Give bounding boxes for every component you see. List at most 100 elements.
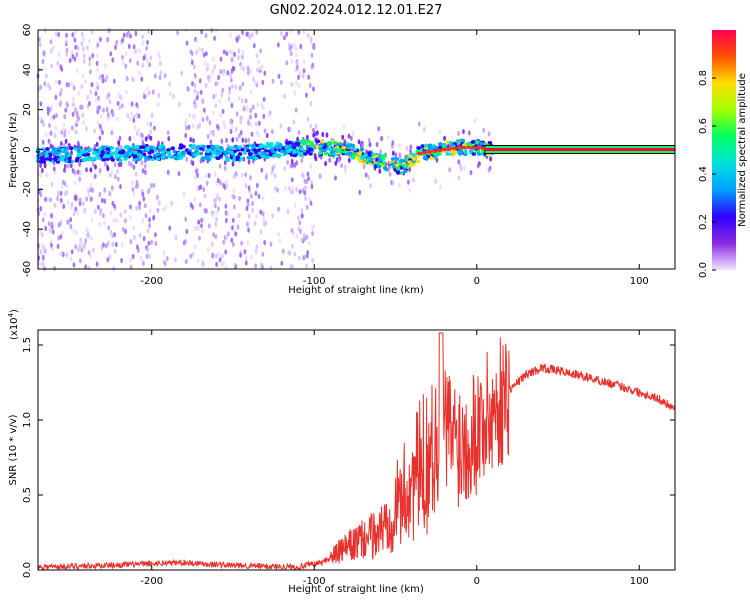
spectrogram-peak-cell	[466, 145, 472, 150]
spectrogram-cell	[312, 86, 315, 92]
spectrogram-cell	[434, 178, 437, 184]
spectrogram-cell	[136, 244, 139, 250]
spectrogram-y-tick-label: -60	[22, 261, 33, 277]
spectrogram-cell	[237, 48, 241, 54]
spectrogram-cell	[38, 41, 42, 48]
spectrogram-cell	[241, 49, 245, 55]
spectrogram-cell	[191, 114, 195, 120]
spectrogram-cell	[75, 229, 79, 236]
spectrogram-cell	[65, 51, 69, 57]
spectrogram-cell	[199, 89, 203, 95]
spectrogram-ridge-cell	[355, 156, 361, 160]
spectrogram-cell	[241, 137, 245, 143]
spectrogram-cell	[457, 159, 461, 165]
spectrogram-ridge-cell	[371, 152, 376, 157]
spectrogram-ridge-cell	[257, 151, 262, 156]
spectrogram-cell	[217, 74, 221, 81]
spectrogram-ridge-cell	[158, 145, 163, 149]
spectrogram-cell	[59, 141, 63, 147]
spectrogram-peak-cell	[441, 147, 447, 152]
spectrogram-cell	[148, 253, 151, 260]
spectrogram-cell	[241, 29, 244, 35]
spectrogram-ridge-cell	[145, 157, 151, 161]
snr-x-axis-title: Height of straight line (km)	[288, 584, 424, 595]
spectrogram-cell	[40, 167, 44, 174]
spectrogram-ridge-cell	[414, 154, 420, 159]
spectrogram-cell	[274, 186, 277, 192]
spectrogram-cell	[135, 112, 139, 118]
spectrogram-cell	[77, 247, 80, 253]
spectrogram-cell	[263, 240, 267, 246]
spectrogram-cell	[147, 134, 151, 140]
spectrogram-ridge-cell	[305, 144, 310, 149]
spectrogram-cell	[195, 37, 199, 44]
spectrogram-cell	[98, 191, 102, 198]
spectrogram-cell	[66, 219, 70, 225]
spectrogram-cell	[487, 131, 491, 137]
spectrogram-cell	[102, 107, 105, 113]
spectrogram-cell	[279, 123, 283, 129]
spectrogram-cell	[199, 158, 203, 164]
spectrogram-cell	[39, 249, 43, 255]
spectrogram-cell	[157, 147, 161, 153]
spectrogram-cell	[185, 156, 189, 162]
spectrogram-cell	[193, 88, 197, 94]
spectrogram-cell	[295, 186, 298, 193]
spectrogram-cell	[63, 132, 67, 138]
spectrogram-cell	[61, 230, 64, 236]
spectrogram-ridge-cell	[68, 146, 74, 150]
spectrogram-ridge-cell	[254, 150, 259, 154]
spectrogram-cell	[220, 253, 224, 259]
spectrogram-cell	[257, 132, 260, 138]
spectrogram-cell	[305, 263, 308, 269]
spectrogram-cell	[46, 106, 50, 112]
spectrogram-ridge-cell	[368, 159, 373, 164]
spectrogram-cell	[128, 116, 132, 122]
spectrogram-ridge-cell	[253, 156, 259, 161]
spectrogram-cell	[328, 157, 332, 163]
spectrogram-cell	[224, 265, 228, 271]
spectrogram-peak-cell	[417, 151, 423, 156]
spectrogram-cell	[351, 130, 355, 137]
spectrogram-cell	[291, 243, 294, 249]
spectrogram-ridge-cell	[358, 159, 363, 163]
spectrogram-cell	[307, 176, 310, 182]
spectrogram-cell	[286, 208, 290, 215]
spectrogram-peak-cell	[456, 145, 462, 150]
spectrogram-cell	[244, 260, 248, 266]
spectrogram-cell	[206, 133, 210, 139]
spectrogram-cell	[77, 90, 81, 96]
spectrogram-cell	[46, 110, 50, 116]
spectrogram-ridge-cell	[470, 140, 476, 144]
spectrogram-ridge-cell	[318, 151, 323, 155]
spectrogram-ridge-cell	[85, 152, 91, 157]
spectrogram-cell	[49, 197, 52, 203]
spectrogram-cell	[94, 86, 98, 92]
spectrogram-cell	[232, 262, 236, 268]
spectrogram-cell	[86, 94, 90, 100]
spectrogram-cell	[308, 197, 311, 203]
spectrogram-cell	[204, 33, 208, 39]
spectrogram-cell	[80, 83, 84, 89]
spectrogram-peak-cell	[451, 146, 457, 151]
spectrogram-ridge-cell	[395, 163, 400, 168]
spectrogram-ridge-cell	[309, 143, 315, 147]
spectrogram-cell	[47, 138, 51, 144]
spectrogram-cell	[294, 46, 298, 52]
spectrogram-cell	[260, 262, 263, 268]
spectrogram-cell	[285, 31, 289, 37]
spectrogram-cell	[307, 74, 311, 80]
spectrogram-ridge-cell	[427, 147, 432, 151]
spectrogram-cell	[205, 115, 209, 122]
spectrogram-cell	[213, 171, 217, 177]
spectrogram-ridge-cell	[251, 144, 256, 148]
spectrogram-cell	[94, 90, 98, 97]
spectrogram-ridge-cell	[91, 156, 97, 160]
spectrogram-cell	[226, 211, 229, 217]
spectrogram-cell	[308, 82, 312, 88]
spectrogram-x-axis-title: Height of straight line (km)	[288, 285, 424, 296]
spectrogram-cell	[135, 179, 139, 185]
spectrogram-cell	[203, 60, 207, 66]
spectrogram-cell	[84, 264, 88, 270]
spectrogram-ridge-cell	[235, 155, 240, 160]
